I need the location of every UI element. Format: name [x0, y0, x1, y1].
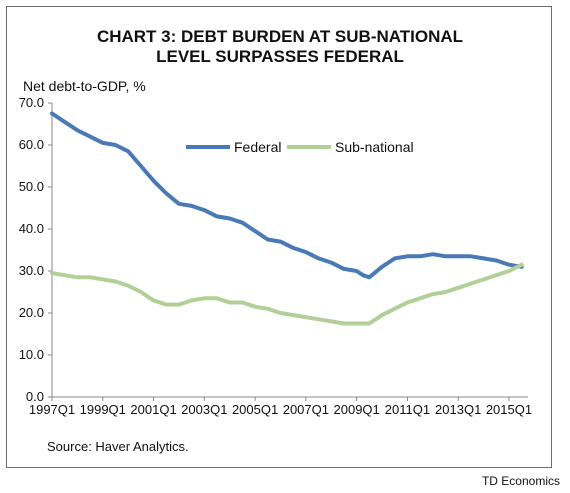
- x-tick-label: 2001Q1: [130, 402, 176, 417]
- y-axis-label: Net debt-to-GDP, %: [23, 78, 146, 94]
- axes: [48, 102, 528, 401]
- y-tick-label: 70.0: [19, 95, 44, 110]
- series-line-sub-national: [50, 262, 524, 326]
- x-tick-label: 2009Q1: [334, 402, 380, 417]
- x-tick-label: 2007Q1: [283, 402, 329, 417]
- y-tick-labels: 0.0 10.0 20.0 30.0 40.0 50.0 60.0 70.0: [19, 95, 44, 404]
- legend-label-sub-national: Sub-national: [335, 139, 414, 155]
- x-tick-labels: 1997Q1 1999Q1 2001Q1 2003Q1 2005Q1 2007Q1 2009…: [29, 402, 532, 417]
- x-tick-label: 1997Q1: [29, 402, 75, 417]
- chart-title-line-1: CHART 3: DEBT BURDEN AT SUB-NATIONAL: [96, 27, 464, 46]
- x-tick-label: 2011Q1: [385, 402, 430, 417]
- x-tick-label: 2005Q1: [232, 402, 278, 417]
- y-tick-label: 40.0: [19, 221, 44, 236]
- x-tick-label: 2003Q1: [181, 402, 227, 417]
- credit-label: TD Economics: [481, 474, 560, 488]
- legend-label-federal: Federal: [234, 139, 281, 155]
- x-tick-label: 1999Q1: [80, 402, 126, 417]
- chart-title: CHART 3: DEBT BURDEN AT SUB-NATIONAL LEV…: [7, 27, 553, 67]
- y-tick-label: 60.0: [19, 137, 44, 152]
- chart-frame: CHART 3: DEBT BURDEN AT SUB-NATIONAL LEV…: [6, 6, 552, 468]
- x-tick-label: 2013Q1: [435, 402, 481, 417]
- x-tick-label: 2015Q1: [486, 402, 532, 417]
- series-lines: [50, 111, 524, 326]
- legend: Federal Sub-national: [186, 139, 414, 155]
- chart-title-line-2: LEVEL SURPASSES FEDERAL: [156, 47, 404, 66]
- y-tick-label: 0.0: [26, 389, 44, 404]
- y-tick-label: 30.0: [19, 263, 44, 278]
- y-tick-label: 10.0: [19, 347, 44, 362]
- y-tick-label: 50.0: [19, 179, 44, 194]
- series-line-federal: [50, 111, 524, 280]
- y-tick-label: 20.0: [19, 305, 44, 320]
- source-note: Source: Haver Analytics.: [47, 439, 189, 454]
